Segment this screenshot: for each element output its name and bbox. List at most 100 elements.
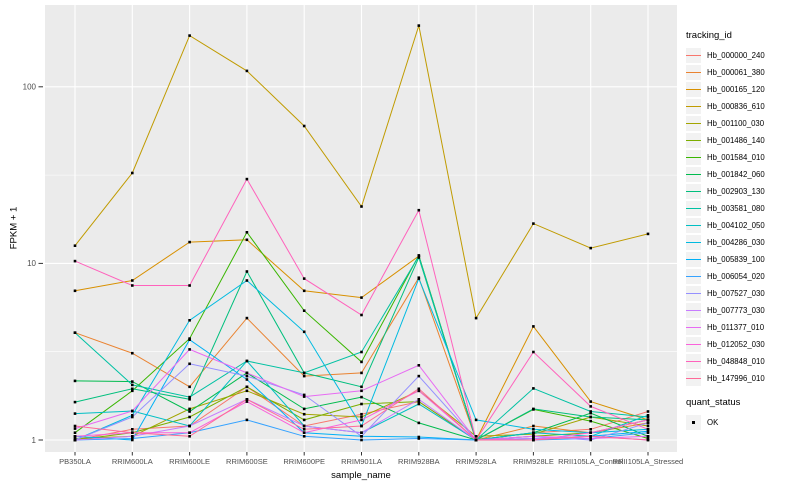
data-point bbox=[188, 240, 191, 244]
data-point bbox=[417, 374, 421, 378]
legend-item-Hb_007527_030: Hb_007527_030 bbox=[686, 285, 798, 302]
data-point bbox=[302, 374, 306, 378]
data-point bbox=[245, 378, 249, 381]
data-point bbox=[474, 438, 478, 442]
legend-key-line bbox=[686, 54, 701, 57]
data-point bbox=[646, 424, 650, 428]
data-point bbox=[131, 428, 134, 431]
data-point bbox=[646, 435, 650, 438]
data-point bbox=[589, 438, 592, 442]
data-point bbox=[417, 421, 421, 425]
data-point bbox=[532, 437, 535, 440]
data-point bbox=[360, 435, 363, 438]
data-point bbox=[589, 415, 592, 419]
legend-item-Hb_000165_120: Hb_000165_120 bbox=[686, 81, 798, 98]
legend-key-line bbox=[686, 309, 701, 312]
data-point bbox=[302, 330, 306, 334]
legend-key bbox=[686, 218, 701, 233]
data-point bbox=[302, 418, 306, 422]
data-point bbox=[360, 296, 363, 299]
legend-item-Hb_147996_010: Hb_147996_010 bbox=[686, 370, 798, 387]
data-point bbox=[360, 438, 363, 442]
data-point bbox=[532, 431, 535, 434]
data-point bbox=[245, 359, 249, 363]
legend-item-label: Hb_006054_020 bbox=[707, 272, 765, 281]
y-tick-label: 10 bbox=[27, 259, 36, 268]
data-point bbox=[245, 69, 249, 73]
data-point bbox=[646, 410, 650, 413]
data-point bbox=[245, 385, 249, 389]
legend-item-Hb_003581_080: Hb_003581_080 bbox=[686, 200, 798, 217]
legend-item-label: Hb_004286_030 bbox=[707, 238, 765, 247]
y-tick-label: 1 bbox=[32, 436, 37, 445]
data-point bbox=[245, 177, 249, 181]
data-point bbox=[302, 371, 306, 375]
data-point bbox=[646, 415, 650, 419]
legend-item-Hb_002903_130: Hb_002903_130 bbox=[686, 183, 798, 200]
legend-key bbox=[686, 167, 701, 182]
data-point bbox=[589, 246, 592, 250]
data-point bbox=[646, 431, 650, 434]
data-point bbox=[131, 415, 134, 419]
data-point bbox=[188, 395, 191, 399]
data-point bbox=[188, 424, 191, 428]
legend-item-label: Hb_001584_010 bbox=[707, 153, 765, 162]
data-point bbox=[73, 289, 77, 293]
data-point bbox=[417, 437, 421, 440]
data-point bbox=[474, 316, 478, 320]
data-point bbox=[73, 259, 77, 263]
data-point bbox=[188, 319, 191, 322]
data-point bbox=[188, 348, 191, 351]
data-point bbox=[360, 395, 363, 399]
data-point bbox=[589, 428, 592, 431]
x-tick-label: RRII105LA_Control bbox=[558, 457, 623, 466]
data-point bbox=[131, 431, 134, 434]
data-point bbox=[302, 407, 306, 411]
legend-item-Hb_001842_060: Hb_001842_060 bbox=[686, 166, 798, 183]
legend-key-line bbox=[686, 360, 701, 363]
legend-key-line bbox=[686, 122, 701, 125]
data-point bbox=[360, 424, 363, 428]
legend-item-Hb_000061_380: Hb_000061_380 bbox=[686, 64, 798, 81]
legend-item-Hb_004286_030: Hb_004286_030 bbox=[686, 234, 798, 251]
x-tick-label: RRIM600SE bbox=[226, 457, 268, 466]
legend-item-label: Hb_000165_120 bbox=[707, 85, 765, 94]
data-point bbox=[131, 414, 134, 417]
legend-item-Hb_005839_100: Hb_005839_100 bbox=[686, 251, 798, 268]
data-point bbox=[245, 374, 249, 378]
data-point bbox=[417, 256, 421, 259]
data-point bbox=[131, 380, 134, 383]
data-point bbox=[532, 438, 535, 442]
y-tick-label: 100 bbox=[23, 83, 37, 92]
data-point bbox=[589, 410, 592, 413]
data-point bbox=[131, 438, 134, 442]
data-point bbox=[245, 238, 249, 242]
legend-key-line bbox=[686, 105, 701, 108]
legend-item-label: Hb_001842_060 bbox=[707, 170, 765, 179]
y-axis-title: FPKM + 1 bbox=[8, 206, 20, 250]
data-point bbox=[73, 427, 77, 430]
data-point bbox=[532, 428, 535, 431]
quant-status-block: quant_status OK bbox=[686, 397, 798, 431]
legend-key-line bbox=[686, 224, 701, 227]
data-point bbox=[360, 313, 363, 317]
data-point bbox=[302, 428, 306, 431]
data-point bbox=[532, 407, 535, 411]
legend-item-label: Hb_000061_380 bbox=[707, 68, 765, 77]
data-point bbox=[360, 418, 363, 422]
data-point bbox=[302, 412, 306, 416]
legend-title-quant-status: quant_status bbox=[686, 397, 741, 408]
data-point bbox=[532, 350, 535, 354]
legend-key bbox=[686, 235, 701, 250]
legend-item-ok: OK bbox=[686, 414, 798, 431]
data-point bbox=[646, 418, 650, 422]
legend-key-line bbox=[686, 139, 701, 142]
data-point bbox=[131, 409, 134, 413]
data-point bbox=[73, 379, 77, 383]
data-point bbox=[245, 316, 249, 320]
legend-key bbox=[686, 82, 701, 97]
legend-key-line bbox=[686, 173, 701, 176]
data-point bbox=[360, 371, 363, 375]
data-point bbox=[646, 414, 650, 417]
data-point bbox=[73, 437, 77, 440]
